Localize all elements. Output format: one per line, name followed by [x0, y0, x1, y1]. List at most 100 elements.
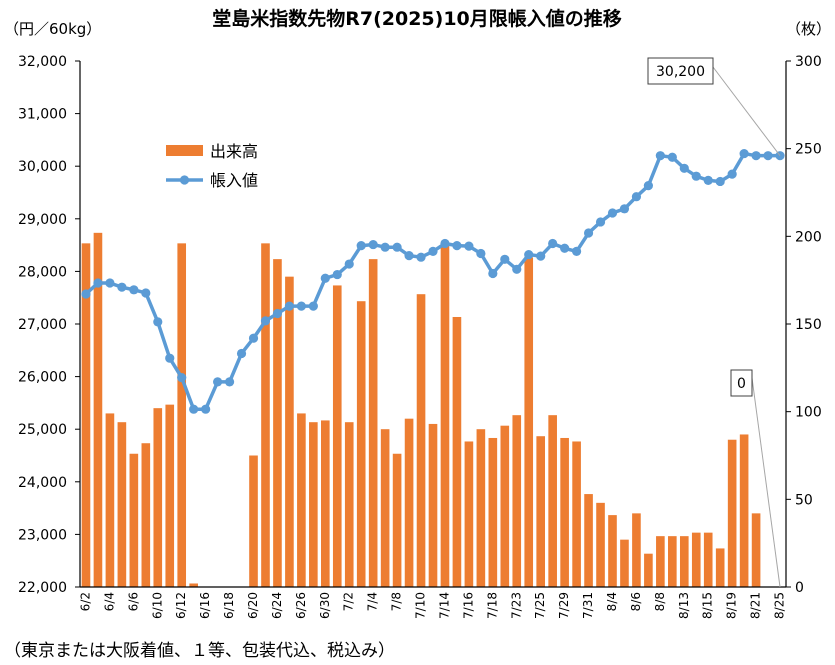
volume-bar: [560, 437, 569, 587]
legend-label-volume: 出来高: [210, 142, 258, 161]
legend-label-price: 帳入値: [210, 171, 258, 190]
volume-bar: [368, 259, 378, 587]
volume-bar: [249, 455, 258, 587]
price-point: [536, 251, 546, 261]
volume-bar: [464, 441, 474, 587]
volume-bar: [548, 415, 557, 587]
volume-bar: [141, 443, 151, 587]
x-tick-label: 7/18: [485, 592, 499, 619]
volume-bar: [668, 536, 677, 587]
price-point: [655, 151, 665, 161]
x-tick-label: 6/4: [102, 592, 116, 611]
price-point: [440, 238, 450, 249]
y-right-tick-label: 100: [795, 405, 822, 421]
price-point: [476, 248, 486, 259]
y-left-tick-label: 28,000: [18, 264, 67, 280]
price-point: [165, 353, 175, 363]
volume-bar: [117, 422, 127, 587]
callout-last-volume-leader: [751, 377, 781, 588]
price-point: [524, 249, 534, 260]
y-left-tick-label: 29,000: [18, 212, 67, 228]
price-point: [667, 152, 677, 162]
price-point: [404, 251, 414, 261]
price-point: [631, 192, 642, 202]
y-right-tick-label: 300: [795, 54, 822, 70]
legend-swatch-volume: [166, 145, 203, 156]
y-left-tick-label: 30,000: [18, 159, 67, 175]
callout-last-price-text: 30,200: [656, 64, 705, 80]
x-tick-label: 6/12: [174, 592, 188, 619]
right-axis-label: （枚）: [786, 20, 831, 38]
y-right-tick-label: 250: [795, 142, 822, 158]
price-point: [201, 404, 211, 414]
price-point: [560, 243, 570, 253]
volume-bar: [691, 532, 701, 587]
volume-bar: [703, 532, 713, 587]
volume-bar: [273, 259, 282, 587]
price-point: [129, 285, 139, 295]
volume-bar: [656, 536, 665, 587]
volume-bar: [500, 425, 510, 587]
volume-bar: [380, 429, 390, 587]
volume-bar: [476, 429, 486, 587]
volume-bar: [153, 408, 163, 587]
price-point: [691, 171, 701, 181]
volume-bar: [572, 441, 581, 587]
price-point: [488, 268, 498, 279]
callout-last-volume-text: 0: [737, 376, 746, 392]
volume-bar: [105, 413, 115, 587]
x-tick-label: 8/6: [629, 592, 643, 611]
volume-bar: [321, 420, 330, 587]
x-ticks: 6/2 6/4 6/6 6/10 6/12 6/16 6/18 6/20 6/24 6/26 6/3…: [78, 592, 786, 619]
x-tick-label: 6/18: [222, 592, 236, 619]
chart-title: 堂島米指数先物R7(2025)10月限帳入値の推移: [212, 7, 622, 30]
x-tick-label: 8/19: [725, 592, 739, 619]
x-tick-label: 7/4: [366, 592, 380, 611]
y-left-ticks: 22,000 23,000 24,000 25,000 26,000 27,000 28,0…: [18, 54, 80, 596]
price-point: [583, 228, 594, 238]
price-point: [236, 348, 247, 359]
y-left-tick-label: 27,000: [18, 317, 67, 333]
volume-bar: [536, 436, 546, 587]
price-point: [452, 241, 462, 251]
volume-bar: [679, 536, 689, 587]
x-tick-label: 7/14: [437, 592, 451, 619]
x-tick-label: 7/2: [342, 592, 356, 611]
volume-bar: [739, 434, 749, 587]
price-point: [141, 288, 151, 298]
left-axis-label: （円／60kg）: [4, 20, 101, 38]
price-point: [607, 208, 618, 218]
callout-last-price-leader: [712, 66, 781, 156]
volume-bar: [620, 539, 629, 587]
x-tick-label: 7/31: [581, 592, 595, 619]
price-point: [260, 316, 271, 326]
x-tick-label: 8/4: [605, 592, 619, 611]
price-point: [332, 269, 342, 280]
x-tick-label: 6/20: [246, 592, 260, 619]
price-line: [84, 151, 781, 411]
legend-marker-price: [179, 175, 190, 185]
volume-bar: [524, 257, 534, 587]
price-point: [177, 373, 187, 383]
price-point: [284, 301, 295, 311]
price-point: [727, 169, 737, 179]
volume-bar: [165, 404, 175, 587]
price-point: [715, 176, 725, 187]
volume-bar: [596, 502, 605, 587]
price-point: [344, 259, 354, 269]
callouts: 30,200 0: [647, 57, 781, 588]
price-point: [643, 181, 653, 191]
price-point: [81, 289, 91, 299]
price-point: [224, 377, 235, 387]
volume-bar: [297, 413, 306, 587]
volume-bar: [392, 453, 402, 587]
y-left-tick-label: 23,000: [18, 527, 67, 543]
price-point: [548, 238, 558, 249]
x-tick-label: 6/6: [126, 592, 140, 611]
y-left-tick-label: 32,000: [18, 54, 67, 70]
y-left-tick-label: 26,000: [18, 370, 67, 386]
price-point: [571, 246, 582, 257]
volume-bar: [488, 437, 498, 587]
volume-bar: [644, 553, 653, 587]
